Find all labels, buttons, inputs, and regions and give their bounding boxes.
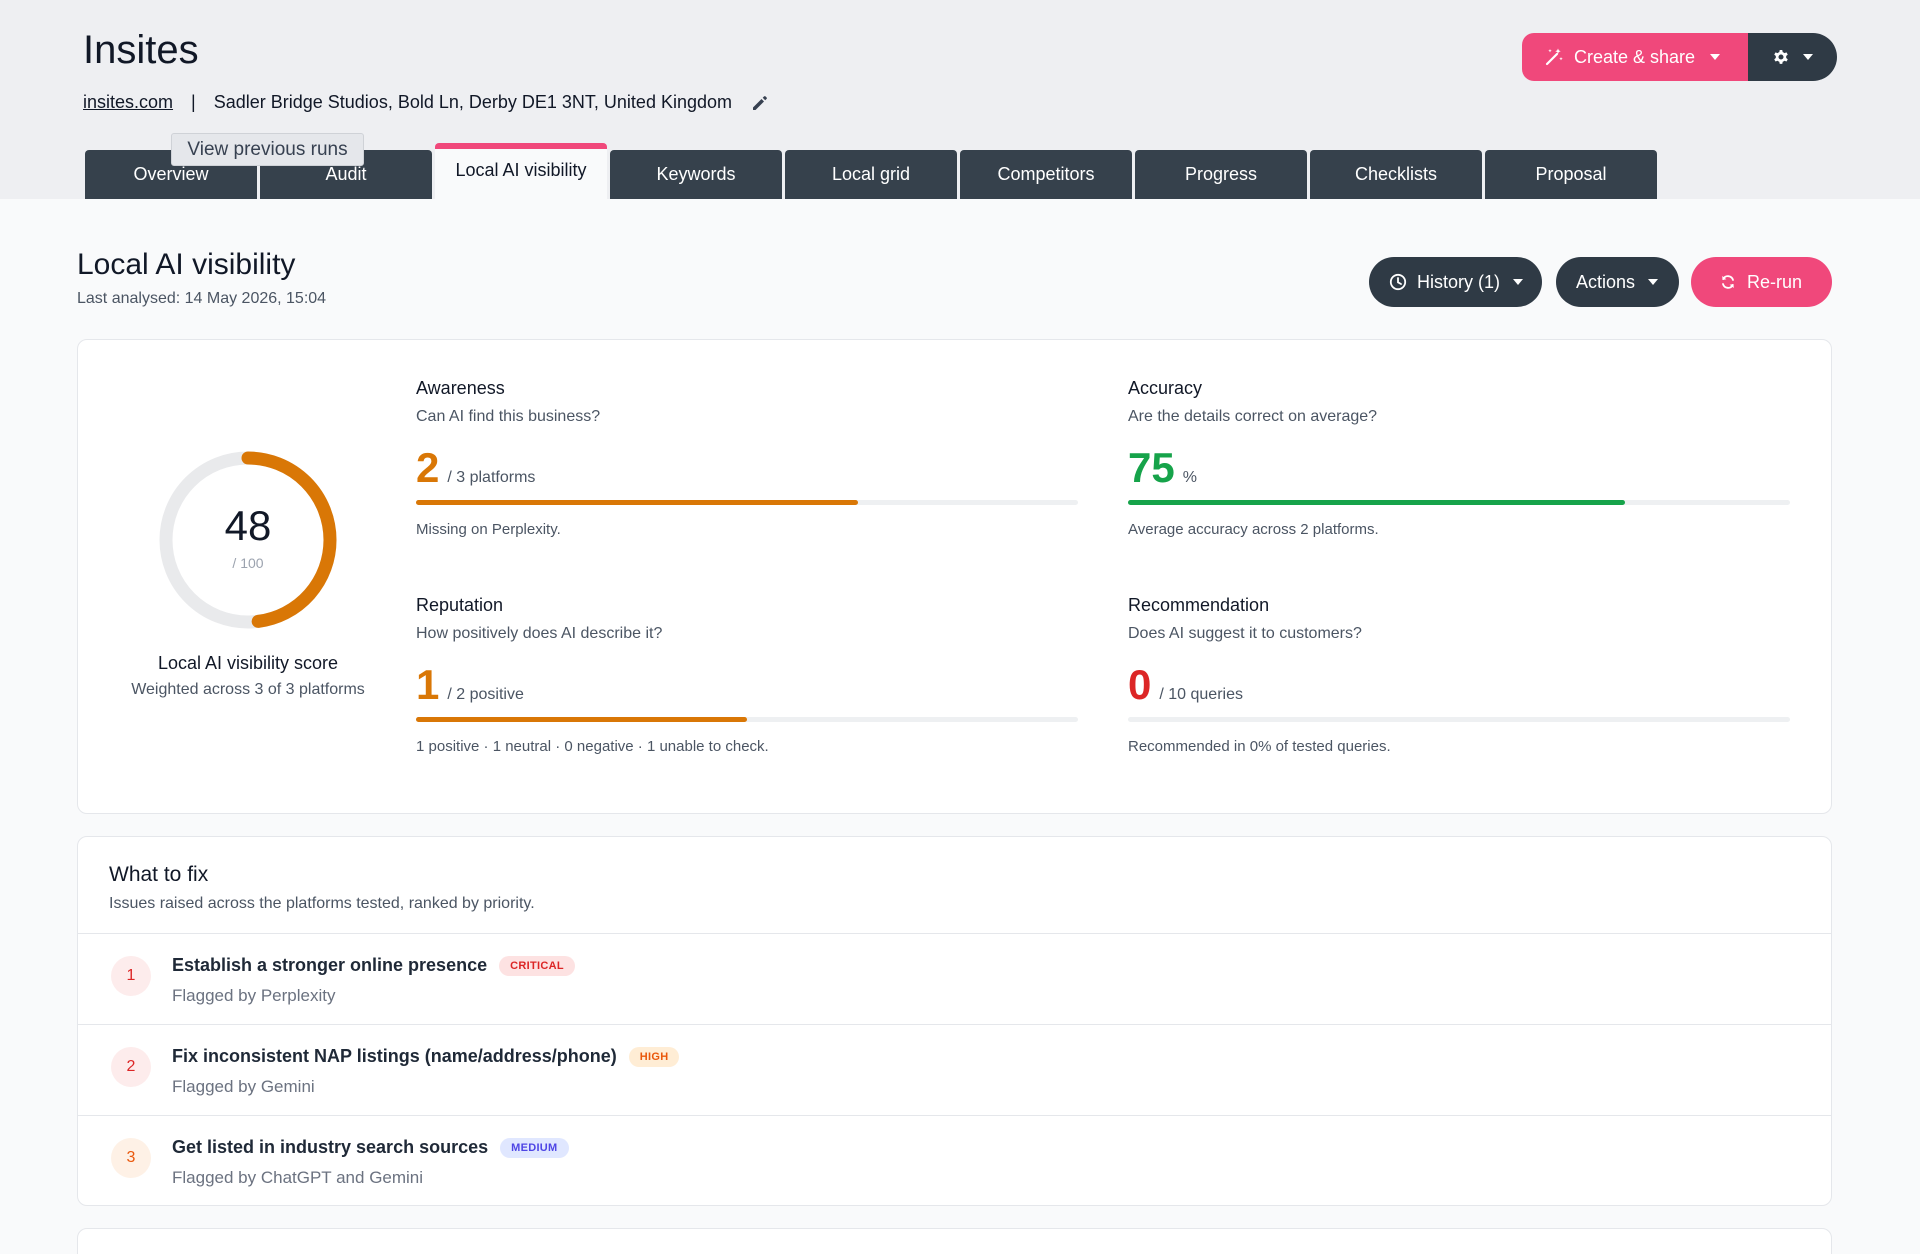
visibility-score-card: 48 / 100 Local AI visibility score Weigh… [77, 339, 1832, 814]
severity-badge: HIGH [628, 1046, 680, 1067]
gauge-arc [159, 451, 337, 629]
tab-local-grid[interactable]: Local grid [785, 150, 957, 199]
metric-value: 75 [1128, 444, 1175, 491]
section-title: What to fix [109, 863, 209, 886]
metric-awareness: Awareness Can AI find this business? 2 /… [416, 378, 1078, 538]
score-gauge [159, 451, 337, 629]
metric-unit: / 3 platforms [447, 469, 536, 486]
gear-icon [1773, 49, 1788, 64]
metric-unit: % [1182, 469, 1197, 486]
metric-progress-fill [416, 500, 858, 505]
metric-progress-bar [416, 500, 1078, 505]
create-share-button[interactable]: Create & share [1522, 33, 1748, 81]
flagged-by: Flagged by ChatGPT and Gemini [172, 1168, 424, 1187]
issue-title: Get listed in industry search sources [172, 1137, 489, 1157]
page-title: Local AI visibility [77, 248, 296, 281]
business-subline: insites.com | Sadler Bridge Studios, Bol… [83, 92, 770, 113]
website-link[interactable]: insites.com [83, 92, 174, 112]
metric-note: Recommended in 0% of tested queries. [1128, 738, 1391, 755]
metric-note: Average accuracy across 2 platforms. [1128, 521, 1379, 538]
list-item[interactable]: 3 Get listed in industry search sources … [78, 1115, 1831, 1205]
severity-badge: CRITICAL [499, 955, 575, 976]
next-section-card [77, 1228, 1832, 1254]
rerun-label: Re-run [1747, 271, 1803, 292]
metric-question: Can AI find this business? [416, 408, 601, 425]
list-item[interactable]: 2 Fix inconsistent NAP listings (name/ad… [78, 1024, 1831, 1115]
priority-number: 1 [111, 956, 151, 996]
priority-number: 2 [111, 1047, 151, 1087]
section-subtitle: Issues raised across the platforms teste… [109, 895, 535, 912]
tab-competitors[interactable]: Competitors [960, 150, 1132, 199]
chevron-down-icon [1710, 54, 1721, 60]
business-title: Insites [83, 28, 199, 72]
actions-label: Actions [1576, 271, 1636, 292]
actions-button[interactable]: Actions [1556, 257, 1679, 307]
chevron-down-icon [1513, 279, 1524, 285]
metric-question: Does AI suggest it to customers? [1128, 625, 1362, 642]
metric-accuracy: Accuracy Are the details correct on aver… [1128, 378, 1790, 538]
tab-local-ai-visibility[interactable]: Local AI visibility [435, 143, 607, 199]
metric-value: 1 [416, 661, 440, 708]
tab-keywords[interactable]: Keywords [610, 150, 782, 199]
what-to-fix-card: What to fix Issues raised across the pla… [77, 836, 1832, 1206]
magic-wand-icon [1545, 48, 1563, 66]
business-address: Sadler Bridge Studios, Bold Ln, Derby DE… [213, 92, 732, 112]
severity-badge: MEDIUM [500, 1137, 569, 1158]
metric-recommendation: Recommendation Does AI suggest it to cus… [1128, 595, 1790, 755]
rerun-button[interactable]: Re-run [1691, 257, 1832, 307]
refresh-icon [1722, 275, 1734, 289]
metric-unit: / 10 queries [1159, 686, 1243, 703]
metric-question: Are the details correct on average? [1128, 408, 1378, 425]
history-button[interactable]: History (1) [1369, 257, 1542, 307]
metric-title: Recommendation [1128, 595, 1270, 615]
tab-progress[interactable]: Progress [1135, 150, 1307, 199]
metric-progress-bar [1128, 717, 1790, 722]
metric-progress-fill [1128, 500, 1625, 505]
flagged-by: Flagged by Perplexity [172, 986, 336, 1005]
metric-value: 0 [1128, 661, 1152, 708]
score-value: 48 [224, 502, 272, 549]
metric-unit: / 2 positive [447, 686, 524, 703]
score-max: / 100 [232, 555, 264, 571]
clock-icon [1389, 273, 1407, 291]
tab-bar: Overview Audit Local AI visibility Keywo… [85, 143, 1660, 199]
tab-checklists[interactable]: Checklists [1310, 150, 1482, 199]
score-subtitle: Weighted across 3 of 3 platforms [131, 681, 365, 698]
fix-list: 1 Establish a stronger online presence C… [78, 933, 1831, 1205]
history-label: History (1) [1417, 271, 1501, 292]
metric-progress-fill [416, 717, 747, 722]
metric-title: Reputation [416, 595, 504, 615]
metric-question: How positively does AI describe it? [416, 625, 663, 642]
separator: | [191, 92, 196, 112]
metric-progress-bar [416, 717, 1078, 722]
metric-title: Awareness [416, 378, 505, 398]
metric-reputation: Reputation How positively does AI descri… [416, 595, 1078, 755]
metric-value: 2 [416, 444, 440, 491]
metric-note: 1 positive · 1 neutral · 0 negative · 1 … [416, 738, 769, 755]
view-previous-runs-tooltip: View previous runs [171, 133, 364, 166]
metric-progress-bar [1128, 500, 1790, 505]
settings-menu-button[interactable] [1748, 33, 1837, 81]
metric-note: Missing on Perplexity. [416, 521, 561, 538]
chevron-down-icon [1648, 279, 1659, 285]
issue-title: Fix inconsistent NAP listings (name/addr… [172, 1046, 617, 1066]
metric-title: Accuracy [1128, 378, 1203, 398]
create-share-label: Create & share [1574, 46, 1696, 67]
chevron-down-icon [1802, 54, 1813, 60]
last-analysed-timestamp: Last analysed: 14 May 2026, 15:04 [77, 290, 327, 307]
pencil-icon[interactable] [750, 93, 770, 113]
score-label: Local AI visibility score [157, 653, 339, 673]
tab-proposal[interactable]: Proposal [1485, 150, 1657, 199]
priority-number: 3 [111, 1138, 151, 1178]
list-item[interactable]: 1 Establish a stronger online presence C… [78, 933, 1831, 1024]
flagged-by: Flagged by Gemini [172, 1077, 315, 1096]
issue-title: Establish a stronger online presence [172, 955, 488, 975]
app-header: Insites insites.com | Sadler Bridge Stud… [0, 0, 1920, 199]
